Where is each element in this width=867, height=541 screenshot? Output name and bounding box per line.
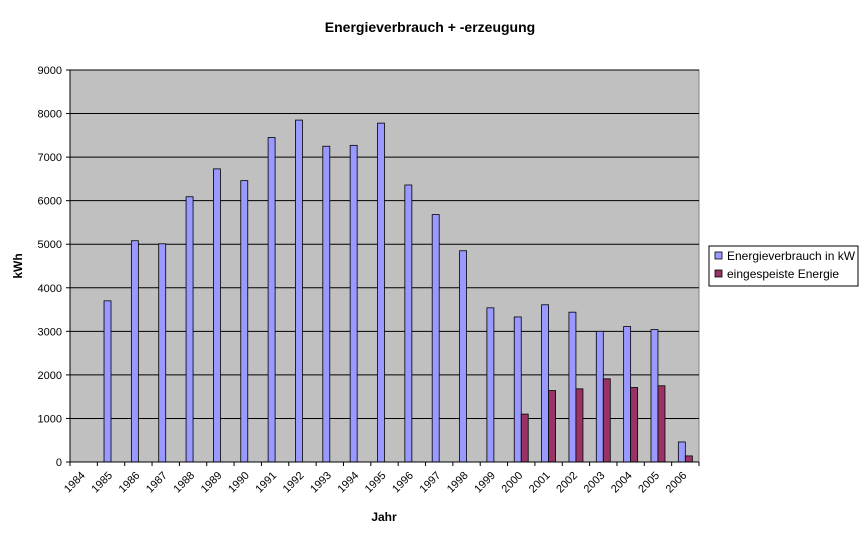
x-tick-label: 1998 [445, 470, 471, 496]
bar-verbrauch [513, 316, 522, 463]
x-tick-label: 1992 [281, 470, 307, 496]
bar-eingespeist [575, 388, 584, 463]
y-tick-label: 1000 [38, 413, 62, 425]
x-tick-label: 1984 [62, 470, 88, 496]
bar-verbrauch [377, 122, 385, 463]
axes [69, 70, 699, 463]
y-tick-label: 0 [56, 457, 62, 469]
bar-eingespeist [684, 455, 693, 463]
x-tick-label: 1987 [144, 470, 170, 496]
legend-label-eingespeist: eingespeiste Energie [727, 267, 839, 281]
bar-verbrauch [295, 119, 303, 463]
bar-verbrauch [595, 330, 604, 463]
legend-swatch-verbrauch [714, 251, 723, 260]
x-tick-label: 2002 [554, 470, 580, 496]
x-tick-label: 1999 [472, 470, 498, 496]
x-tick-label: 2003 [582, 470, 608, 496]
bar-verbrauch [541, 304, 549, 463]
chart-title: Energieverbrauch + -erzeugung [325, 19, 535, 35]
x-tick-label: 1988 [171, 470, 197, 496]
bar-eingespeist [657, 385, 666, 463]
x-tick-label: 1996 [390, 470, 416, 496]
x-tick-label: 1990 [226, 470, 252, 496]
bar-verbrauch [404, 184, 413, 463]
legend: Energieverbrauch in kW eingespeiste Energ… [708, 245, 859, 287]
x-tick-label: 2000 [500, 470, 526, 496]
bar-verbrauch [103, 300, 112, 463]
x-tick-label: 2005 [636, 470, 662, 496]
x-tick-label: 2004 [609, 470, 635, 496]
y-tick-label: 8000 [38, 109, 62, 121]
bar-eingespeist [602, 378, 611, 463]
x-tick-label: 1997 [418, 470, 444, 496]
y-axis-title: kWh [11, 253, 25, 278]
bar-eingespeist [520, 413, 529, 463]
bar-verbrauch [213, 168, 221, 463]
x-tick-label: 1989 [199, 470, 225, 496]
y-tick-label: 5000 [38, 239, 62, 251]
bar-verbrauch [486, 307, 495, 463]
x-tick-label: 1993 [308, 470, 334, 496]
legend-swatch-eingespeist [714, 269, 723, 278]
legend-label-verbrauch: Energieverbrauch in kW [727, 249, 856, 263]
bar-verbrauch [322, 145, 331, 463]
bar-verbrauch [623, 326, 632, 463]
bar-verbrauch [431, 214, 440, 463]
y-tick-label: 9000 [38, 65, 62, 77]
x-axis-title: Jahr [371, 510, 397, 524]
x-tick-label: 2006 [664, 470, 690, 496]
y-tick-labels: 0 1000 2000 3000 4000 5000 6000 7000 8000 9000 [38, 65, 70, 469]
bar-verbrauch [650, 329, 659, 463]
y-tick-label: 7000 [38, 152, 62, 164]
bar-verbrauch [459, 250, 467, 463]
legend-box [708, 245, 859, 287]
x-tick-label: 2001 [527, 470, 553, 496]
bar-verbrauch [349, 144, 358, 463]
bar-eingespeist [630, 387, 639, 463]
y-tick-label: 2000 [38, 370, 62, 382]
bars [103, 119, 693, 463]
x-tick-label: 1994 [335, 470, 361, 496]
bar-verbrauch [677, 441, 686, 463]
bar-verbrauch [568, 311, 577, 463]
bar-eingespeist [548, 390, 556, 463]
x-tick-label: 1985 [89, 470, 115, 496]
x-tick-label: 1991 [253, 470, 279, 496]
x-tick-label: 1986 [117, 470, 143, 496]
y-tick-label: 6000 [38, 196, 62, 208]
bar-verbrauch [240, 180, 249, 463]
bar-verbrauch [158, 243, 167, 463]
x-tick-labels: 1984 1985 1986 1987 1988 1989 1990 1991 1992 1993… [62, 462, 700, 496]
x-tick-label: 1995 [363, 470, 389, 496]
y-tick-label: 3000 [38, 326, 62, 338]
y-tick-label: 4000 [38, 283, 62, 295]
bar-verbrauch [130, 240, 139, 463]
bar-verbrauch [185, 196, 194, 463]
bar-verbrauch [267, 137, 276, 463]
